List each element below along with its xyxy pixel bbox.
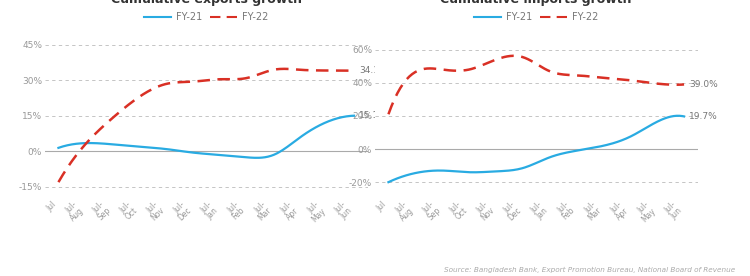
Title: Cumulative exports growth: Cumulative exports growth (111, 0, 302, 6)
Text: 39.0%: 39.0% (689, 80, 718, 89)
Text: 34.1%: 34.1% (359, 66, 388, 75)
Legend: FY-21, FY-22: FY-21, FY-22 (470, 8, 602, 26)
Text: 19.7%: 19.7% (689, 112, 718, 121)
Text: 15.1%: 15.1% (359, 111, 388, 120)
Title: Cumulative imports growth: Cumulative imports growth (440, 0, 632, 6)
Legend: FY-21, FY-22: FY-21, FY-22 (140, 8, 272, 26)
Text: Source: Bangladesh Bank, Export Promotion Bureau, National Board of Revenue: Source: Bangladesh Bank, Export Promotio… (444, 267, 735, 273)
